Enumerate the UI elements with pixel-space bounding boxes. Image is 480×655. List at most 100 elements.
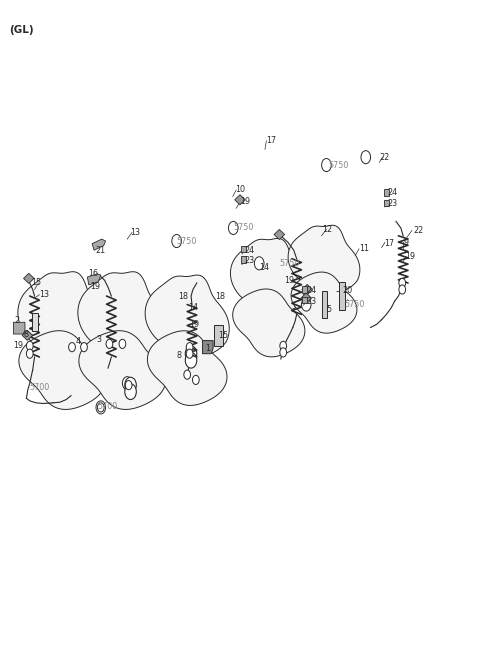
Circle shape (185, 352, 197, 368)
Circle shape (119, 339, 126, 348)
Polygon shape (274, 229, 285, 240)
Text: 19: 19 (284, 276, 294, 285)
Text: 5700: 5700 (30, 383, 50, 392)
Polygon shape (302, 297, 307, 303)
Polygon shape (235, 195, 245, 205)
Polygon shape (13, 322, 25, 334)
Circle shape (184, 370, 191, 379)
Text: 24: 24 (245, 246, 255, 255)
Text: 19: 19 (190, 320, 200, 329)
Circle shape (228, 221, 238, 234)
Polygon shape (302, 284, 312, 295)
Text: 14: 14 (259, 263, 269, 272)
Text: 5750: 5750 (329, 160, 349, 170)
Text: 9: 9 (403, 238, 408, 247)
Circle shape (280, 341, 287, 350)
Polygon shape (302, 286, 307, 293)
Text: 23: 23 (245, 256, 255, 265)
Text: 8: 8 (177, 350, 181, 360)
Polygon shape (22, 330, 33, 341)
Polygon shape (230, 238, 307, 317)
Text: 24: 24 (306, 286, 316, 295)
Polygon shape (301, 293, 312, 303)
Polygon shape (203, 341, 213, 354)
Polygon shape (19, 331, 106, 409)
Polygon shape (233, 289, 305, 357)
Text: 24: 24 (388, 188, 398, 197)
Circle shape (192, 375, 199, 384)
Circle shape (26, 341, 33, 350)
Polygon shape (384, 200, 389, 206)
Text: 19: 19 (90, 282, 100, 291)
Polygon shape (87, 274, 101, 285)
Text: 1: 1 (205, 344, 210, 353)
Circle shape (125, 377, 136, 393)
Text: 23: 23 (388, 198, 398, 208)
Bar (322, 291, 327, 318)
Polygon shape (147, 331, 227, 405)
Polygon shape (79, 331, 166, 409)
Circle shape (399, 285, 406, 294)
Circle shape (26, 349, 33, 358)
Text: 2: 2 (14, 316, 20, 326)
Polygon shape (241, 246, 246, 252)
Text: 15: 15 (31, 278, 41, 288)
Circle shape (125, 381, 132, 390)
Text: 22: 22 (414, 226, 424, 235)
Circle shape (125, 384, 136, 400)
Text: 12: 12 (323, 225, 333, 234)
Bar (32, 313, 38, 331)
Text: 14: 14 (188, 303, 198, 312)
Text: 18: 18 (179, 291, 189, 301)
Circle shape (122, 377, 132, 390)
Text: 16: 16 (88, 269, 98, 278)
Circle shape (399, 278, 406, 288)
Circle shape (96, 401, 106, 414)
Text: 19: 19 (240, 197, 250, 206)
Circle shape (322, 159, 331, 172)
Circle shape (280, 348, 287, 357)
Circle shape (69, 343, 75, 352)
Circle shape (97, 403, 104, 412)
Circle shape (81, 343, 87, 352)
Circle shape (254, 257, 264, 270)
Text: 23: 23 (306, 297, 316, 306)
Text: 5750: 5750 (280, 259, 300, 268)
Polygon shape (24, 273, 34, 284)
Polygon shape (92, 239, 106, 250)
Circle shape (186, 343, 193, 352)
Text: 3: 3 (96, 335, 101, 344)
Text: 10: 10 (235, 185, 245, 195)
Text: 8: 8 (24, 329, 29, 339)
Polygon shape (384, 189, 389, 196)
Polygon shape (291, 272, 357, 333)
Text: 15: 15 (218, 331, 228, 340)
Text: 5750: 5750 (234, 223, 254, 233)
Text: 22: 22 (379, 153, 389, 162)
Circle shape (106, 339, 113, 348)
Text: 5700: 5700 (97, 402, 117, 411)
Text: 17: 17 (266, 136, 276, 145)
Text: 4: 4 (76, 337, 81, 346)
Circle shape (186, 349, 193, 358)
Circle shape (301, 298, 311, 311)
Circle shape (361, 151, 371, 164)
Polygon shape (288, 225, 360, 297)
Text: 13: 13 (39, 290, 49, 299)
Polygon shape (78, 272, 167, 364)
Text: 18: 18 (215, 291, 225, 301)
Polygon shape (18, 272, 107, 364)
Text: 11: 11 (359, 244, 369, 253)
Circle shape (185, 346, 197, 362)
Text: 19: 19 (406, 252, 416, 261)
Polygon shape (241, 256, 246, 263)
Polygon shape (145, 275, 229, 361)
Text: 21: 21 (95, 246, 105, 255)
Circle shape (172, 234, 181, 248)
Text: 5750: 5750 (177, 236, 197, 246)
Text: 17: 17 (384, 239, 394, 248)
Text: 5: 5 (326, 305, 332, 314)
Bar (339, 282, 345, 310)
Text: 20: 20 (343, 286, 353, 295)
Bar (214, 325, 223, 346)
